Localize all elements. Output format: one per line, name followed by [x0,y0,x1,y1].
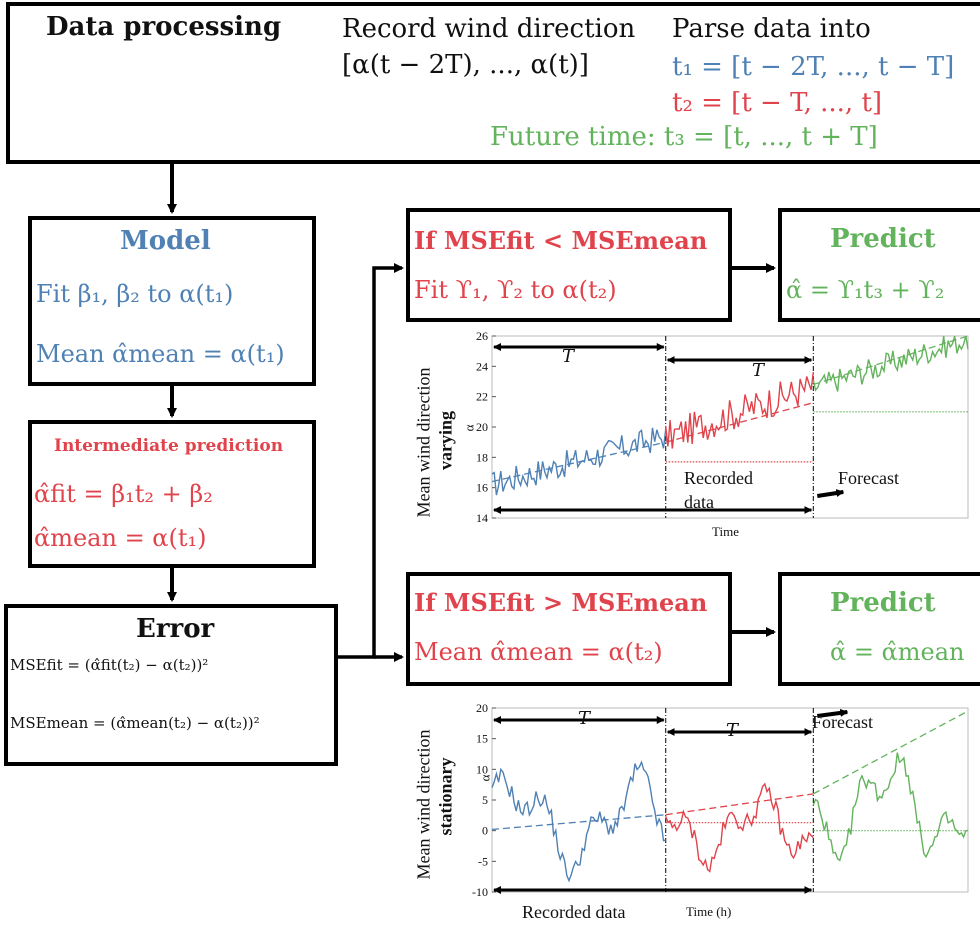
t1-line: t₁ = [t − 2T, ..., t − T] [672,52,955,82]
chart0-series-recorded-2 [665,372,814,449]
chart1-annotation-data: data [684,492,714,512]
mse-mean: MSEmean = (α̂mean(t₂) − α(t₂))² [10,714,260,732]
cond-fit-body: Fit ϒ₁, ϒ₂ to α(t₂) [414,276,617,304]
chart1-span-1-label: T [562,346,575,367]
mse-fit: MSEfit = (α̂fit(t₂) − α(t₂))² [10,656,209,674]
model-fit: Fit β₁, β₂ to α(t₁) [36,280,234,308]
chart0-trend-3 [813,335,969,386]
chart1-trend-1 [491,814,666,831]
chart1-ytick-label-0: -10 [472,885,488,899]
chart1-ytick-label-3: 5 [482,793,488,807]
predict-mean-body: α̂ = α̂mean [830,638,965,666]
model-box [28,216,316,386]
chart1-series-forecast [812,752,969,862]
arrow-error-branch [338,263,404,659]
cond-fit-box [406,208,732,322]
chart1-ylabel-line2: varying [435,411,456,471]
chart0-trend-1 [491,441,666,483]
record-line1: Record wind direction [342,14,636,44]
chart0-ytick-label-3: 20 [476,420,488,434]
intermediate-fit: α̂fit = β₁t₂ + β₂ [34,480,213,508]
chart2-ylabel-line1: Mean wind direction [413,729,434,880]
record-line2: [α(t − 2T), ..., α(t)] [342,50,589,80]
intermediate-mean: α̂mean = α(t₁) [34,524,207,552]
chart1-ytick-label-5: 15 [476,732,488,746]
error-box [4,604,338,766]
model-title: Model [120,226,211,256]
predict-fit-box [778,208,980,322]
model-mean: Mean α̂mean = α(t₁) [36,340,285,368]
chart1-forecast-arrow [816,489,845,498]
predict-fit-body: α̂ = ϒ₁t₃ + ϒ₂ [786,276,945,304]
predict-mean-title: Predict [830,588,936,618]
predict-mean-box [778,572,980,686]
cond-fit-title: If MSEfit < MSEmean [414,226,708,255]
chart0-ytick-label-6: 26 [476,329,488,343]
chart0-ytick-label-1: 16 [476,481,488,495]
chart1-annotation-forecast: Forecast [838,468,899,488]
chart0-ytick-label-5: 24 [476,359,488,373]
chart0-series-recorded-1 [491,427,667,496]
chart1-trend-2 [665,793,814,816]
chart1-span-2-label: T [752,360,765,381]
chart1-ytick-label-1: -5 [478,854,488,868]
intermediate-box [28,420,316,568]
chart2-annotation-forecast: Forecast [812,712,873,732]
chart1-annotation-recorded: Recorded [684,468,753,488]
chart1-axis-label: α [461,424,477,432]
chart1-series-recorded-2 [665,782,814,873]
chart1-ytick-label-2: 0 [482,824,488,838]
chart1-ytick-label-6: 20 [476,701,488,715]
chart0-trend-2 [665,402,814,443]
cond-mean-box [406,572,732,686]
chart2-span-1-label: T [578,708,591,729]
error-title: Error [136,614,215,644]
chart2-annotation-recorded: Recorded data [522,902,626,922]
intermediate-title: Intermediate prediction [54,436,284,456]
chart0-ytick-label-4: 22 [476,390,488,404]
chart1-ylabel-line1: Mean wind direction [413,367,434,518]
cond-mean-title: If MSEfit > MSEmean [414,588,708,617]
predict-fit-title: Predict [830,224,936,254]
chart2-ylabel-line2: stationary [435,757,456,836]
t2-line: t₂ = [t − T, ..., t] [672,88,883,118]
data-processing-box [6,2,980,164]
chart0-ytick-label-2: 18 [476,450,488,464]
chart2-span-2-label: T [726,720,739,741]
header-title: Data processing [46,12,282,42]
chart1-xlabel: Time [712,524,739,539]
chart1-series-recorded-1 [491,760,666,883]
parse-line: Parse data into [672,14,871,44]
cond-mean-body: Mean α̂mean = α(t₂) [414,638,663,666]
chart2-xlabel: Time (h) [686,904,732,919]
chart2-axis-label: α [477,774,493,782]
t3-line: Future time: t₃ = [t, ..., t + T] [490,122,878,152]
chart0-ytick-label-0: 14 [476,511,488,525]
chart0-series-forecast [812,335,969,392]
